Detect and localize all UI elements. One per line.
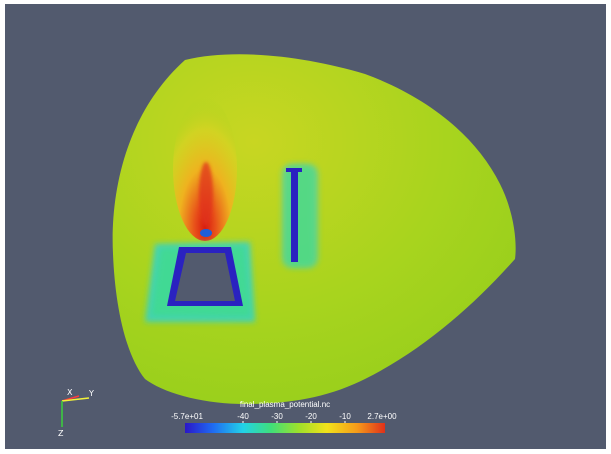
colorbar-max-label: 2.7e+00 [367,412,397,421]
plume-core [199,162,213,226]
render-scene[interactable]: X Y Z final_plasma_potential.nc -5.7e+01… [5,4,606,449]
colorbar-tick-label: -40 [237,412,249,421]
z-axis-label: Z [58,429,64,438]
y-axis-line [61,397,90,402]
render-viewport[interactable]: X Y Z final_plasma_potential.nc -5.7e+01… [5,4,606,449]
colorbar-gradient [185,423,385,433]
orientation-axes-widget[interactable]: X Y Z [58,388,94,438]
source-point [200,229,212,237]
trapezoid-object [145,242,255,322]
colorbar-tick-label: -20 [305,412,317,421]
colorbar-tick-label: -10 [339,412,351,421]
x-axis-label: X [67,388,73,397]
colorbar-tick-label: -30 [271,412,283,421]
vertical-plate-object [282,164,318,268]
colorbar-min-label: -5.7e+01 [171,412,203,421]
y-axis-label: Y [88,389,94,398]
colorbar-legend[interactable]: final_plasma_potential.nc -5.7e+01 -40 -… [171,400,397,433]
colorbar-title: final_plasma_potential.nc [240,400,330,409]
